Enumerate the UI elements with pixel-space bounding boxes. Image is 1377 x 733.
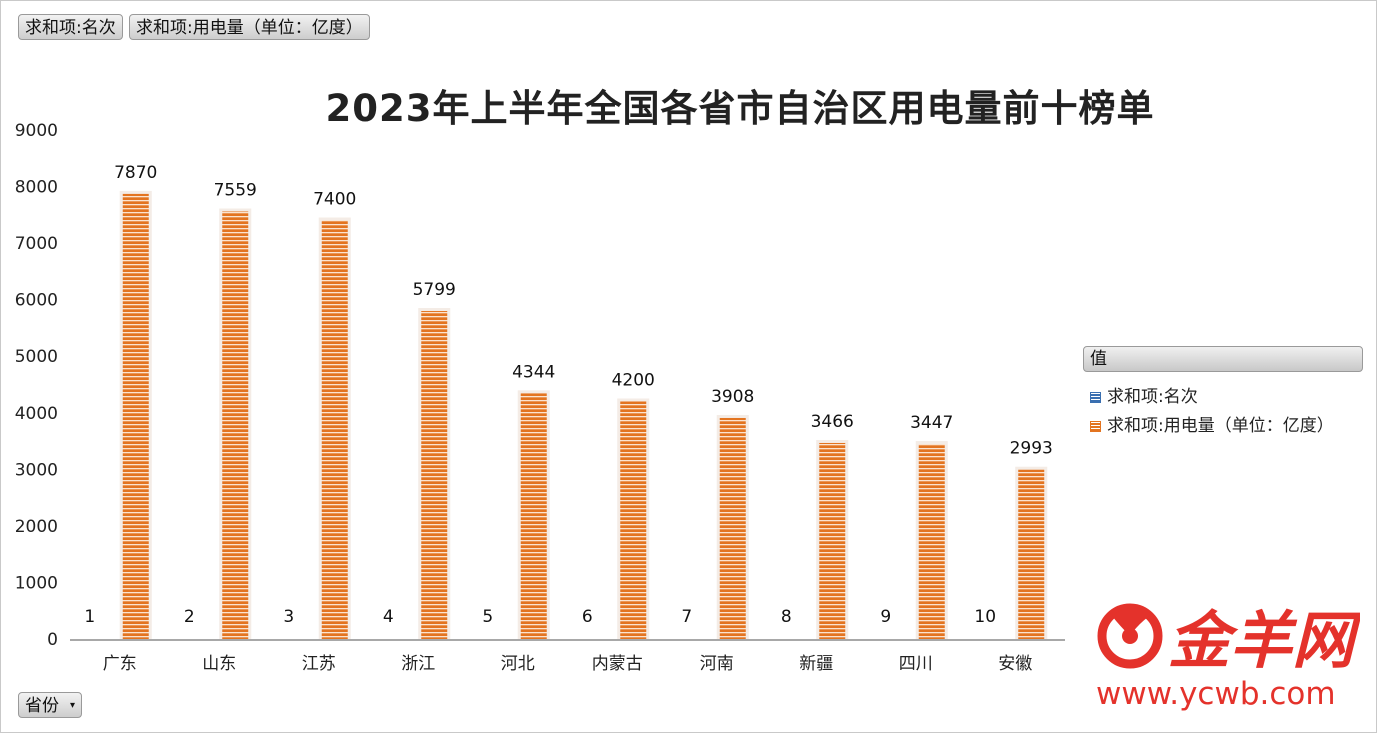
y-tick-label: 4000	[15, 404, 58, 424]
dropdown-arrow-icon: ▾	[69, 700, 75, 711]
data-label-rank: 3	[283, 607, 294, 627]
y-tick-label: 8000	[15, 178, 58, 198]
data-label-rank: 8	[781, 607, 792, 627]
data-label-power: 3908	[711, 387, 754, 407]
bar-power-新疆	[819, 442, 846, 639]
x-tick-label: 新疆	[799, 654, 833, 674]
data-label-power: 3447	[910, 413, 953, 433]
data-label-rank: 6	[582, 607, 593, 627]
y-tick-label: 3000	[15, 460, 58, 480]
x-tick-label: 江苏	[302, 654, 336, 674]
chart-title: 2023年上半年全国各省市自治区用电量前十榜单	[325, 87, 1155, 130]
x-axis: 广东 山东 江苏 浙江 河北 内蒙古 河南 新疆 四川 安徽	[70, 639, 1065, 674]
x-tick-label: 内蒙古	[592, 654, 643, 674]
data-label-rank: 10	[974, 607, 996, 627]
x-tick-label: 安徽	[998, 654, 1032, 674]
y-tick-label: 6000	[15, 291, 58, 311]
data-label-rank: 7	[681, 607, 692, 627]
bar-power-河北	[520, 393, 547, 639]
legend-swatch-power	[1090, 421, 1101, 432]
x-tick-label: 浙江	[401, 654, 435, 674]
logo-url-text: www.ycwb.com	[1096, 676, 1336, 711]
data-label-rank: 9	[880, 607, 891, 627]
data-label-power: 4344	[512, 362, 555, 382]
legend-label-rank: 求和项:名次	[1107, 387, 1198, 407]
province-field-button[interactable]: 省份 ▾	[18, 692, 82, 718]
x-tick-label: 四川	[899, 654, 933, 674]
y-tick-label: 7000	[15, 234, 58, 254]
rank-field-button[interactable]: 求和项:名次	[18, 14, 123, 40]
data-labels: 7870 1 7559 2 7400 3 5799 4 4344 5 4200 6 3908 7 3466 8…	[84, 163, 1053, 627]
y-tick-label: 0	[47, 630, 58, 650]
legend-swatch-rank	[1090, 392, 1101, 403]
legend-header[interactable]: 值	[1083, 346, 1363, 372]
data-label-rank: 5	[482, 607, 493, 627]
bar-power-安徽	[1018, 469, 1045, 639]
data-label-power: 7870	[114, 163, 157, 183]
power-field-button[interactable]: 求和项:用电量（单位：亿度）	[129, 14, 370, 40]
y-tick-label: 2000	[15, 517, 58, 537]
y-tick-label: 1000	[15, 573, 58, 593]
bar-power-内蒙古	[620, 401, 647, 639]
logo-brand-text: 金羊网	[1168, 604, 1360, 677]
data-label-power: 3466	[811, 412, 854, 432]
bar-power-广东	[122, 193, 149, 639]
data-label-rank: 2	[184, 607, 195, 627]
data-label-rank: 1	[84, 607, 95, 627]
y-tick-label: 5000	[15, 347, 58, 367]
x-tick-label: 河北	[501, 654, 535, 674]
data-label-power: 5799	[413, 280, 456, 300]
watermark-logo: 金羊网 www.ycwb.com	[1096, 603, 1360, 711]
x-tick-label: 广东	[103, 654, 137, 674]
x-tick-label: 山东	[202, 654, 236, 674]
bar-power-四川	[918, 444, 945, 639]
legend-item-rank: 求和项:名次	[1090, 382, 1198, 407]
legend-item-power: 求和项:用电量（单位：亿度）	[1090, 411, 1334, 436]
x-tick-label: 河南	[700, 654, 734, 674]
bar-power-江苏	[321, 220, 348, 639]
bars	[119, 190, 1048, 639]
data-label-power: 7559	[214, 180, 257, 200]
province-field-label: 省份	[25, 696, 59, 716]
logo-emblem-icon	[1097, 603, 1163, 669]
y-axis: 0 1000 2000 3000 4000 5000 6000 7000 8000 9000	[15, 121, 58, 650]
bar-power-浙江	[421, 311, 448, 639]
data-label-power: 7400	[313, 189, 356, 209]
y-tick-label: 9000	[15, 121, 58, 141]
legend-label-power: 求和项:用电量（单位：亿度）	[1107, 416, 1334, 436]
bar-power-河南	[719, 417, 746, 639]
bar-power-山东	[222, 211, 249, 639]
data-label-rank: 4	[383, 607, 394, 627]
data-label-power: 4200	[612, 370, 655, 390]
data-label-power: 2993	[1010, 439, 1053, 459]
